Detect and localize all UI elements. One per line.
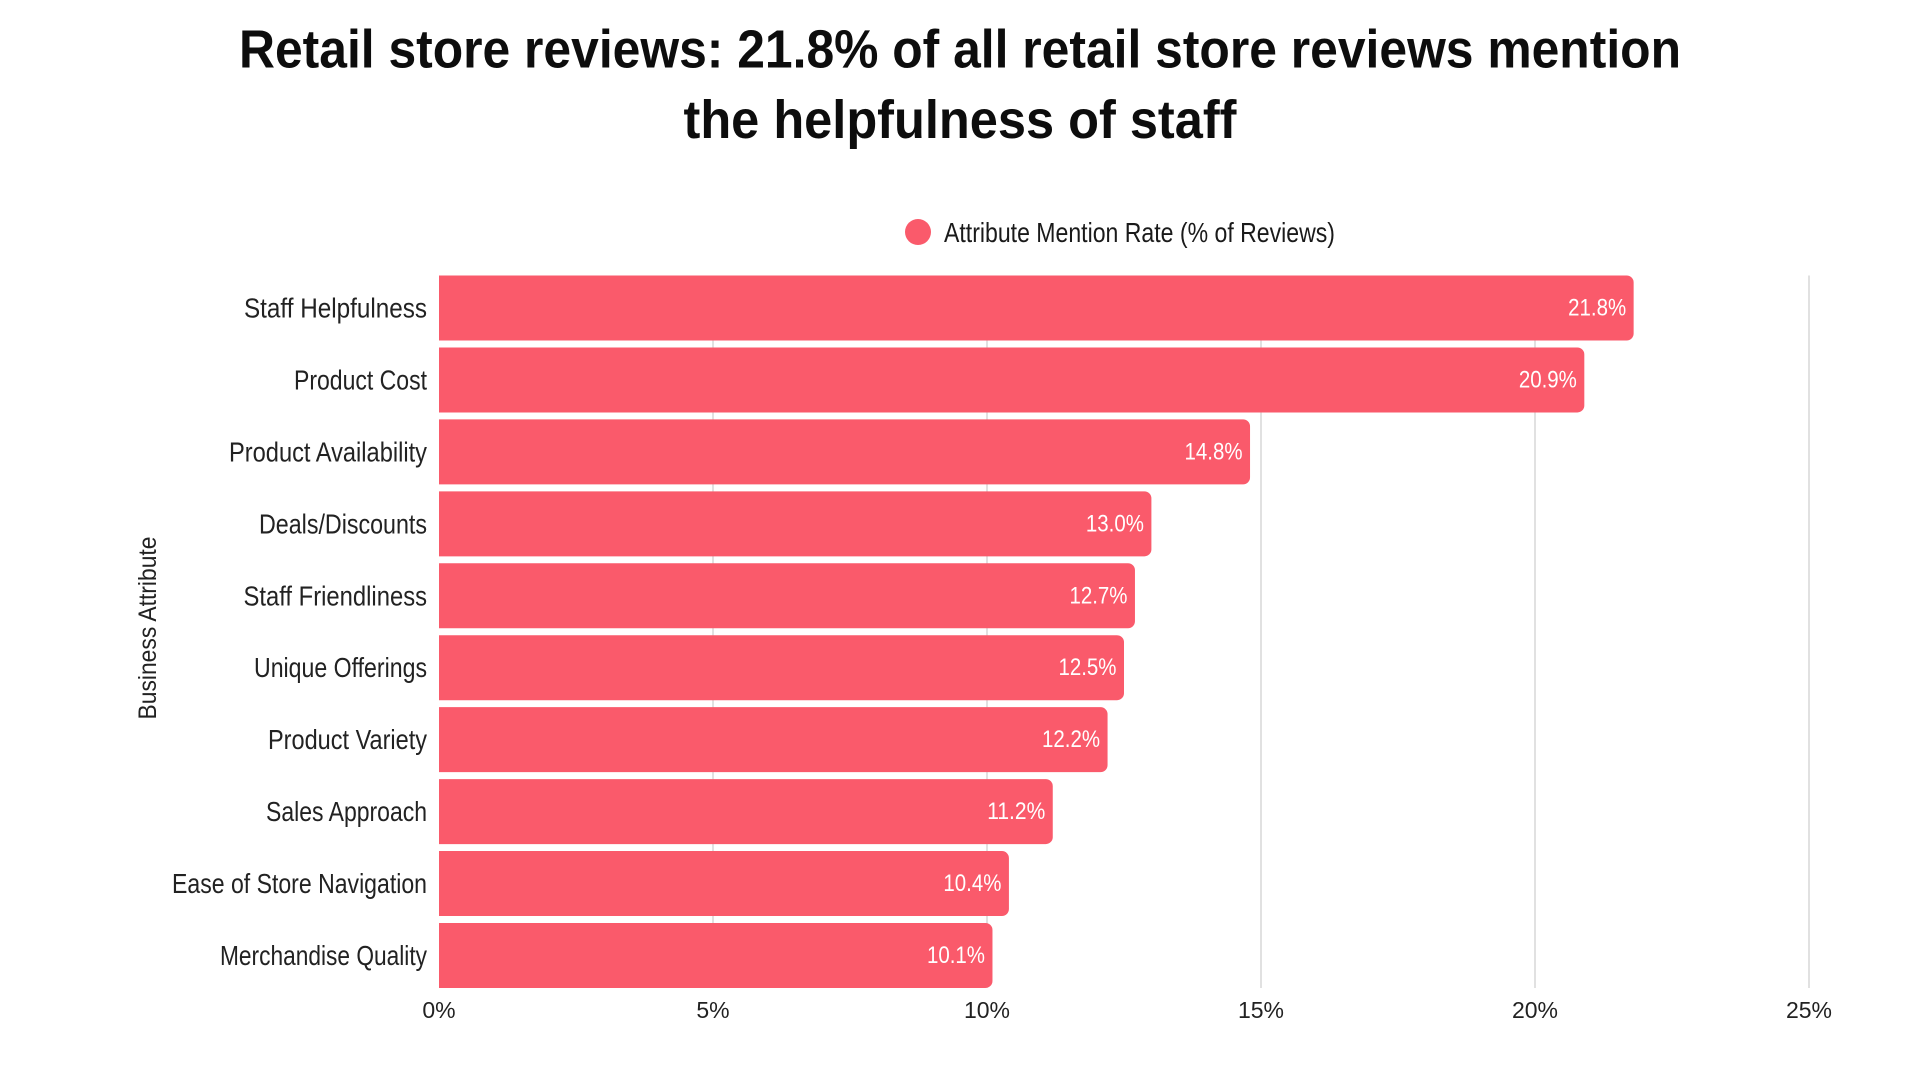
- svg-text:0%: 0%: [422, 997, 455, 1023]
- svg-text:Retail store reviews: 21.8% of: Retail store reviews: 21.8% of all retai…: [239, 20, 1681, 80]
- svg-text:12.5%: 12.5%: [1059, 654, 1117, 681]
- svg-text:Product Variety: Product Variety: [268, 724, 427, 755]
- svg-text:Sales Approach: Sales Approach: [266, 796, 427, 827]
- svg-text:13.0%: 13.0%: [1086, 510, 1144, 537]
- svg-text:Unique Offerings: Unique Offerings: [254, 652, 427, 683]
- svg-text:Product Cost: Product Cost: [294, 364, 427, 395]
- svg-text:10.1%: 10.1%: [927, 942, 985, 969]
- svg-text:12.7%: 12.7%: [1069, 582, 1127, 609]
- svg-text:5%: 5%: [696, 997, 729, 1023]
- svg-text:11.2%: 11.2%: [987, 798, 1045, 825]
- svg-text:Product Availability: Product Availability: [229, 436, 427, 467]
- svg-text:10%: 10%: [964, 997, 1010, 1023]
- svg-text:15%: 15%: [1238, 997, 1284, 1023]
- svg-text:25%: 25%: [1786, 997, 1832, 1023]
- svg-text:21.8%: 21.8%: [1568, 295, 1626, 322]
- svg-text:20.9%: 20.9%: [1519, 366, 1577, 393]
- svg-text:12.2%: 12.2%: [1042, 726, 1100, 753]
- svg-text:Ease of Store Navigation: Ease of Store Navigation: [172, 868, 427, 899]
- svg-text:Business Attribute: Business Attribute: [134, 537, 162, 720]
- svg-text:Attribute Mention Rate (% of R: Attribute Mention Rate (% of Reviews): [944, 217, 1335, 248]
- svg-text:10.4%: 10.4%: [943, 870, 1001, 897]
- svg-text:Deals/Discounts: Deals/Discounts: [259, 508, 427, 539]
- svg-text:the helpfulness of staff: the helpfulness of staff: [684, 90, 1238, 150]
- svg-text:14.8%: 14.8%: [1185, 438, 1243, 465]
- svg-text:Staff Helpfulness: Staff Helpfulness: [244, 293, 427, 324]
- svg-text:Staff Friendliness: Staff Friendliness: [244, 580, 428, 611]
- svg-text:20%: 20%: [1512, 997, 1558, 1023]
- svg-text:Merchandise Quality: Merchandise Quality: [220, 940, 427, 971]
